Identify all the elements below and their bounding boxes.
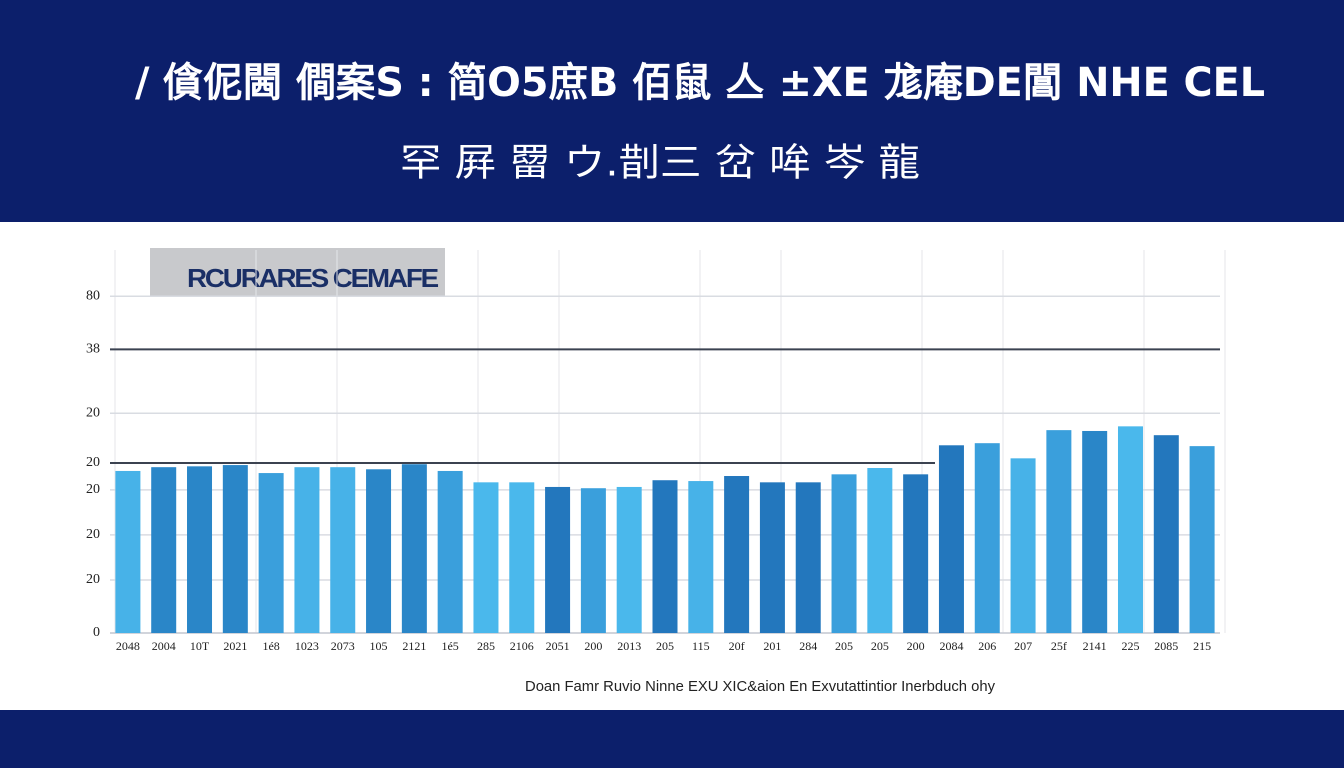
bar — [401, 464, 427, 633]
bar — [616, 486, 642, 633]
x-tick-label: 285 — [477, 639, 495, 653]
footnote: Doan Famr Ruvio Ninne EXU XIC&aion En Ex… — [525, 678, 995, 695]
bar — [294, 467, 320, 633]
bar — [330, 467, 356, 633]
x-tick-label: 207 — [1014, 639, 1032, 653]
x-tick-label: 200 — [907, 639, 925, 653]
bar — [724, 476, 750, 633]
annotation-box — [150, 248, 445, 296]
x-tick-label: 2085 — [1154, 639, 1178, 653]
x-tick-label: 2013 — [617, 639, 641, 653]
x-tick-label: 205 — [871, 639, 889, 653]
x-tick-label: 284 — [799, 639, 817, 653]
bar — [831, 474, 857, 633]
chart-subtitle: 罕 屛 罶 ウ.剒三 岔 哞 岑 龍 — [400, 141, 920, 185]
bar — [580, 488, 606, 633]
bar — [545, 486, 571, 633]
y-tick-label: 20 — [86, 455, 100, 470]
x-tick-label: 10T — [190, 639, 210, 653]
x-tick-label: 205 — [835, 639, 853, 653]
x-tick-label: 200 — [584, 639, 602, 653]
x-tick-label: 225 — [1121, 639, 1139, 653]
bar — [1117, 426, 1143, 633]
x-tick-label: 105 — [370, 639, 388, 653]
bar — [1153, 435, 1179, 633]
y-tick-label: 20 — [86, 527, 100, 542]
bar — [938, 445, 964, 633]
bar — [867, 468, 893, 633]
x-tick-label: 2121 — [402, 639, 426, 653]
bar — [115, 470, 141, 633]
footer-band — [0, 710, 1344, 768]
x-tick-label: 1é5 — [441, 639, 458, 653]
bar — [903, 474, 929, 633]
bar — [688, 481, 714, 633]
x-tick-label: 1é8 — [262, 639, 279, 653]
bar — [473, 482, 499, 633]
annotation: RCURARES CEMAFE — [187, 263, 439, 293]
x-tick-label: 2106 — [510, 639, 534, 653]
x-tick-label: 2048 — [116, 639, 140, 653]
bar — [974, 443, 1000, 633]
header-band — [0, 0, 1344, 222]
chart-title: / 僋伲閪 僴案S : 简O5庶B 佰鼠 亼 ±XE 尨庵DE閶 NHE CEL — [135, 60, 1265, 106]
plot-area: 0 20 20 20 20 20 38 80 2048 2004 10T 2021 1é8 1023 207… — [86, 250, 1226, 653]
bar — [509, 482, 535, 633]
bar — [258, 473, 284, 633]
x-tick-label: 206 — [978, 639, 996, 653]
x-tick-label: 2004 — [152, 639, 176, 653]
x-tick-label: 205 — [656, 639, 674, 653]
bar — [366, 469, 392, 633]
bar — [1010, 458, 1036, 633]
y-tick-label: 20 — [86, 482, 100, 497]
bar — [759, 482, 785, 633]
bar — [437, 470, 463, 633]
x-tick-label: 2141 — [1083, 639, 1107, 653]
bar — [1189, 446, 1215, 633]
x-tick-label: 2073 — [331, 639, 355, 653]
x-tick-label: 215 — [1193, 639, 1211, 653]
x-tick-label: 2051 — [546, 639, 570, 653]
x-tick-label: 1023 — [295, 639, 319, 653]
bar — [652, 480, 678, 633]
y-tick-label: 0 — [93, 625, 100, 640]
bar — [795, 482, 821, 633]
y-tick-label: 80 — [86, 289, 100, 304]
x-tick-label: 2021 — [223, 639, 247, 653]
bar — [187, 466, 213, 633]
bar — [222, 465, 248, 633]
bar — [1046, 430, 1072, 633]
bar — [1082, 430, 1108, 633]
x-tick-label: 201 — [763, 639, 781, 653]
x-tick-label: 25f — [1051, 639, 1067, 653]
x-tick-label: 2084 — [939, 639, 963, 653]
y-tick-label: 20 — [86, 406, 100, 421]
y-tick-label: 20 — [86, 572, 100, 587]
y-tick-label: 38 — [86, 342, 100, 357]
x-tick-label: 20f — [729, 639, 745, 653]
x-tick-label: 115 — [692, 639, 710, 653]
bar — [151, 467, 177, 633]
